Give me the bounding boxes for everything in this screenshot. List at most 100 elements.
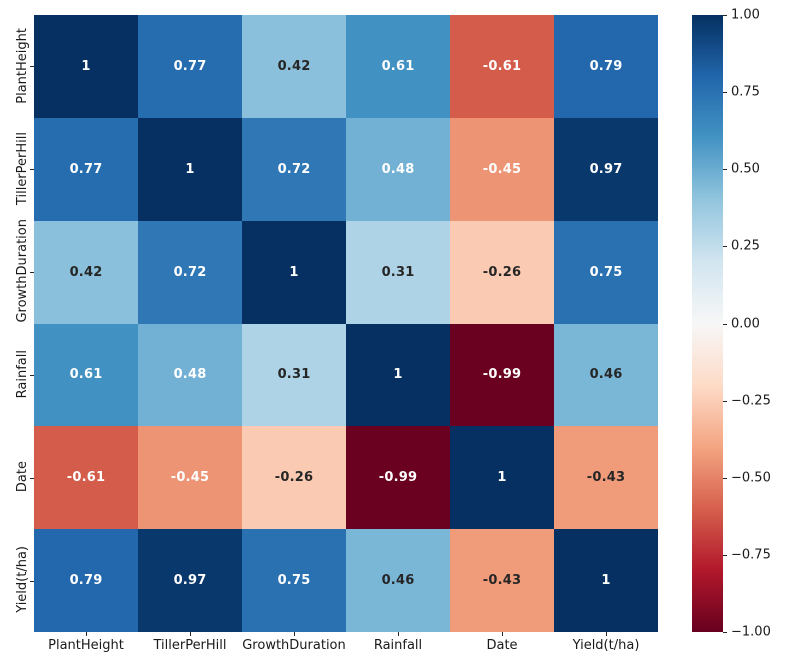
x-tick-label: Rainfall — [373, 638, 423, 653]
cell-value: 0.31 — [381, 264, 415, 280]
cell-value: 1 — [497, 470, 507, 486]
y-tick-label: PlantHeight — [15, 27, 30, 104]
heatmap-cell: 0.61 — [34, 323, 138, 427]
colorbar-tick-label: 0.50 — [731, 161, 760, 177]
cell-value: 0.97 — [589, 161, 623, 177]
heatmap-cell: 0.72 — [138, 220, 242, 324]
heatmap-cell: 0.77 — [34, 117, 138, 221]
y-tick-mark — [30, 169, 34, 171]
cell-value: 0.79 — [589, 58, 623, 74]
cell-value: 0.61 — [69, 367, 103, 383]
y-tick-mark — [30, 272, 34, 274]
x-tick-mark — [294, 632, 295, 636]
y-tick: GrowthDuration — [0, 219, 30, 324]
cell-value: 0.31 — [277, 367, 311, 383]
cell-value: -0.61 — [66, 470, 106, 486]
heatmap-cell: 0.46 — [346, 529, 450, 632]
colorbar-tick-label: 0.00 — [731, 316, 760, 331]
colorbar-tick-mark — [723, 169, 727, 171]
colorbar-tick-mark — [723, 477, 727, 479]
x-tick-mark — [190, 632, 191, 636]
cell-value: -0.99 — [482, 367, 522, 383]
y-tick-label: GrowthDuration — [15, 219, 30, 323]
x-tick-label: GrowthDuration — [242, 638, 346, 653]
cell-value: 0.72 — [277, 161, 311, 177]
heatmap-cell: -0.61 — [34, 426, 138, 530]
heatmap-cell: 1 — [34, 15, 138, 118]
y-tick-label: Date — [15, 461, 30, 493]
y-tick-label: Rainfall — [15, 349, 30, 399]
cell-value: -0.43 — [586, 470, 626, 486]
cell-value: 0.79 — [69, 573, 103, 589]
heatmap-cell: 0.72 — [242, 117, 346, 221]
x-tick-mark — [502, 632, 503, 636]
colorbar-tick-label: −1.00 — [731, 624, 771, 640]
heatmap-cell: -0.43 — [450, 529, 554, 632]
heatmap-cell: 1 — [346, 323, 450, 427]
colorbar — [692, 15, 723, 632]
cell-value: 0.46 — [589, 367, 623, 383]
colorbar-tick-mark — [723, 632, 727, 633]
colorbar-gradient — [692, 15, 723, 632]
colorbar-tick-label: −0.75 — [731, 547, 771, 563]
cell-value: 1 — [601, 573, 611, 589]
x-tick-label: Date — [486, 638, 518, 653]
cell-value: 0.48 — [381, 161, 415, 177]
heatmap-cell: 0.61 — [346, 15, 450, 118]
heatmap-cell: 0.79 — [554, 15, 658, 118]
y-tick-mark — [30, 66, 34, 68]
cell-value: 0.77 — [173, 58, 207, 74]
cell-value: 1 — [393, 367, 403, 383]
cell-value: 0.46 — [381, 573, 415, 589]
heatmap-cell: 0.79 — [34, 529, 138, 632]
cell-value: -0.61 — [482, 58, 522, 74]
y-tick-label: Yield(t/ha) — [15, 546, 30, 613]
x-tick-mark — [606, 632, 607, 636]
heatmap-cell: 1 — [242, 220, 346, 324]
colorbar-tick-label: −0.25 — [731, 393, 771, 409]
x-tick-label: TillerPerHill — [153, 638, 227, 653]
y-tick-label: TillerPerHill — [15, 131, 30, 205]
heatmap-cell: -0.26 — [242, 426, 346, 530]
y-tick-mark — [30, 580, 34, 582]
heatmap-cell: 0.48 — [346, 117, 450, 221]
colorbar-tick-mark — [723, 400, 727, 402]
heatmap-cell: -0.61 — [450, 15, 554, 118]
y-tick: PlantHeight — [0, 15, 30, 118]
colorbar-tick-mark — [723, 92, 727, 94]
heatmap-cell: 0.48 — [138, 323, 242, 427]
x-tick-label: PlantHeight — [48, 638, 124, 653]
heatmap-cell: -0.99 — [346, 426, 450, 530]
heatmap-cell: 0.46 — [554, 323, 658, 427]
y-tick: TillerPerHill — [0, 118, 30, 221]
cell-value: -0.43 — [482, 573, 522, 589]
colorbar-tick-mark — [723, 323, 727, 325]
colorbar-tick-mark — [723, 246, 727, 248]
colorbar-tick-label: −0.50 — [731, 470, 771, 486]
heatmap-cell: 0.77 — [138, 15, 242, 118]
cell-value: 0.97 — [173, 573, 207, 589]
cell-value: -0.99 — [378, 470, 418, 486]
cell-value: 1 — [185, 161, 195, 177]
cell-value: 0.75 — [589, 264, 623, 280]
cell-value: 0.77 — [69, 161, 103, 177]
cell-value: -0.45 — [482, 161, 522, 177]
heatmap-cell: -0.26 — [450, 220, 554, 324]
heatmap-cell: -0.99 — [450, 323, 554, 427]
colorbar-tick-label: 0.25 — [731, 238, 760, 254]
cell-value: 1 — [289, 264, 299, 280]
heatmap-cell: 0.97 — [554, 117, 658, 221]
x-tick-mark — [86, 632, 87, 636]
cell-value: 0.42 — [69, 264, 103, 280]
heatmap-cell: 0.97 — [138, 529, 242, 632]
cell-value: 0.42 — [277, 58, 311, 74]
y-tick: Date — [0, 426, 30, 529]
heatmap-cell: -0.45 — [138, 426, 242, 530]
colorbar-tick-label: 0.75 — [731, 84, 760, 100]
cell-value: 0.48 — [173, 367, 207, 383]
y-tick-mark — [30, 477, 34, 479]
heatmap-cell: 0.42 — [242, 15, 346, 118]
cell-value: 0.75 — [277, 573, 311, 589]
heatmap-cell: 0.31 — [242, 323, 346, 427]
